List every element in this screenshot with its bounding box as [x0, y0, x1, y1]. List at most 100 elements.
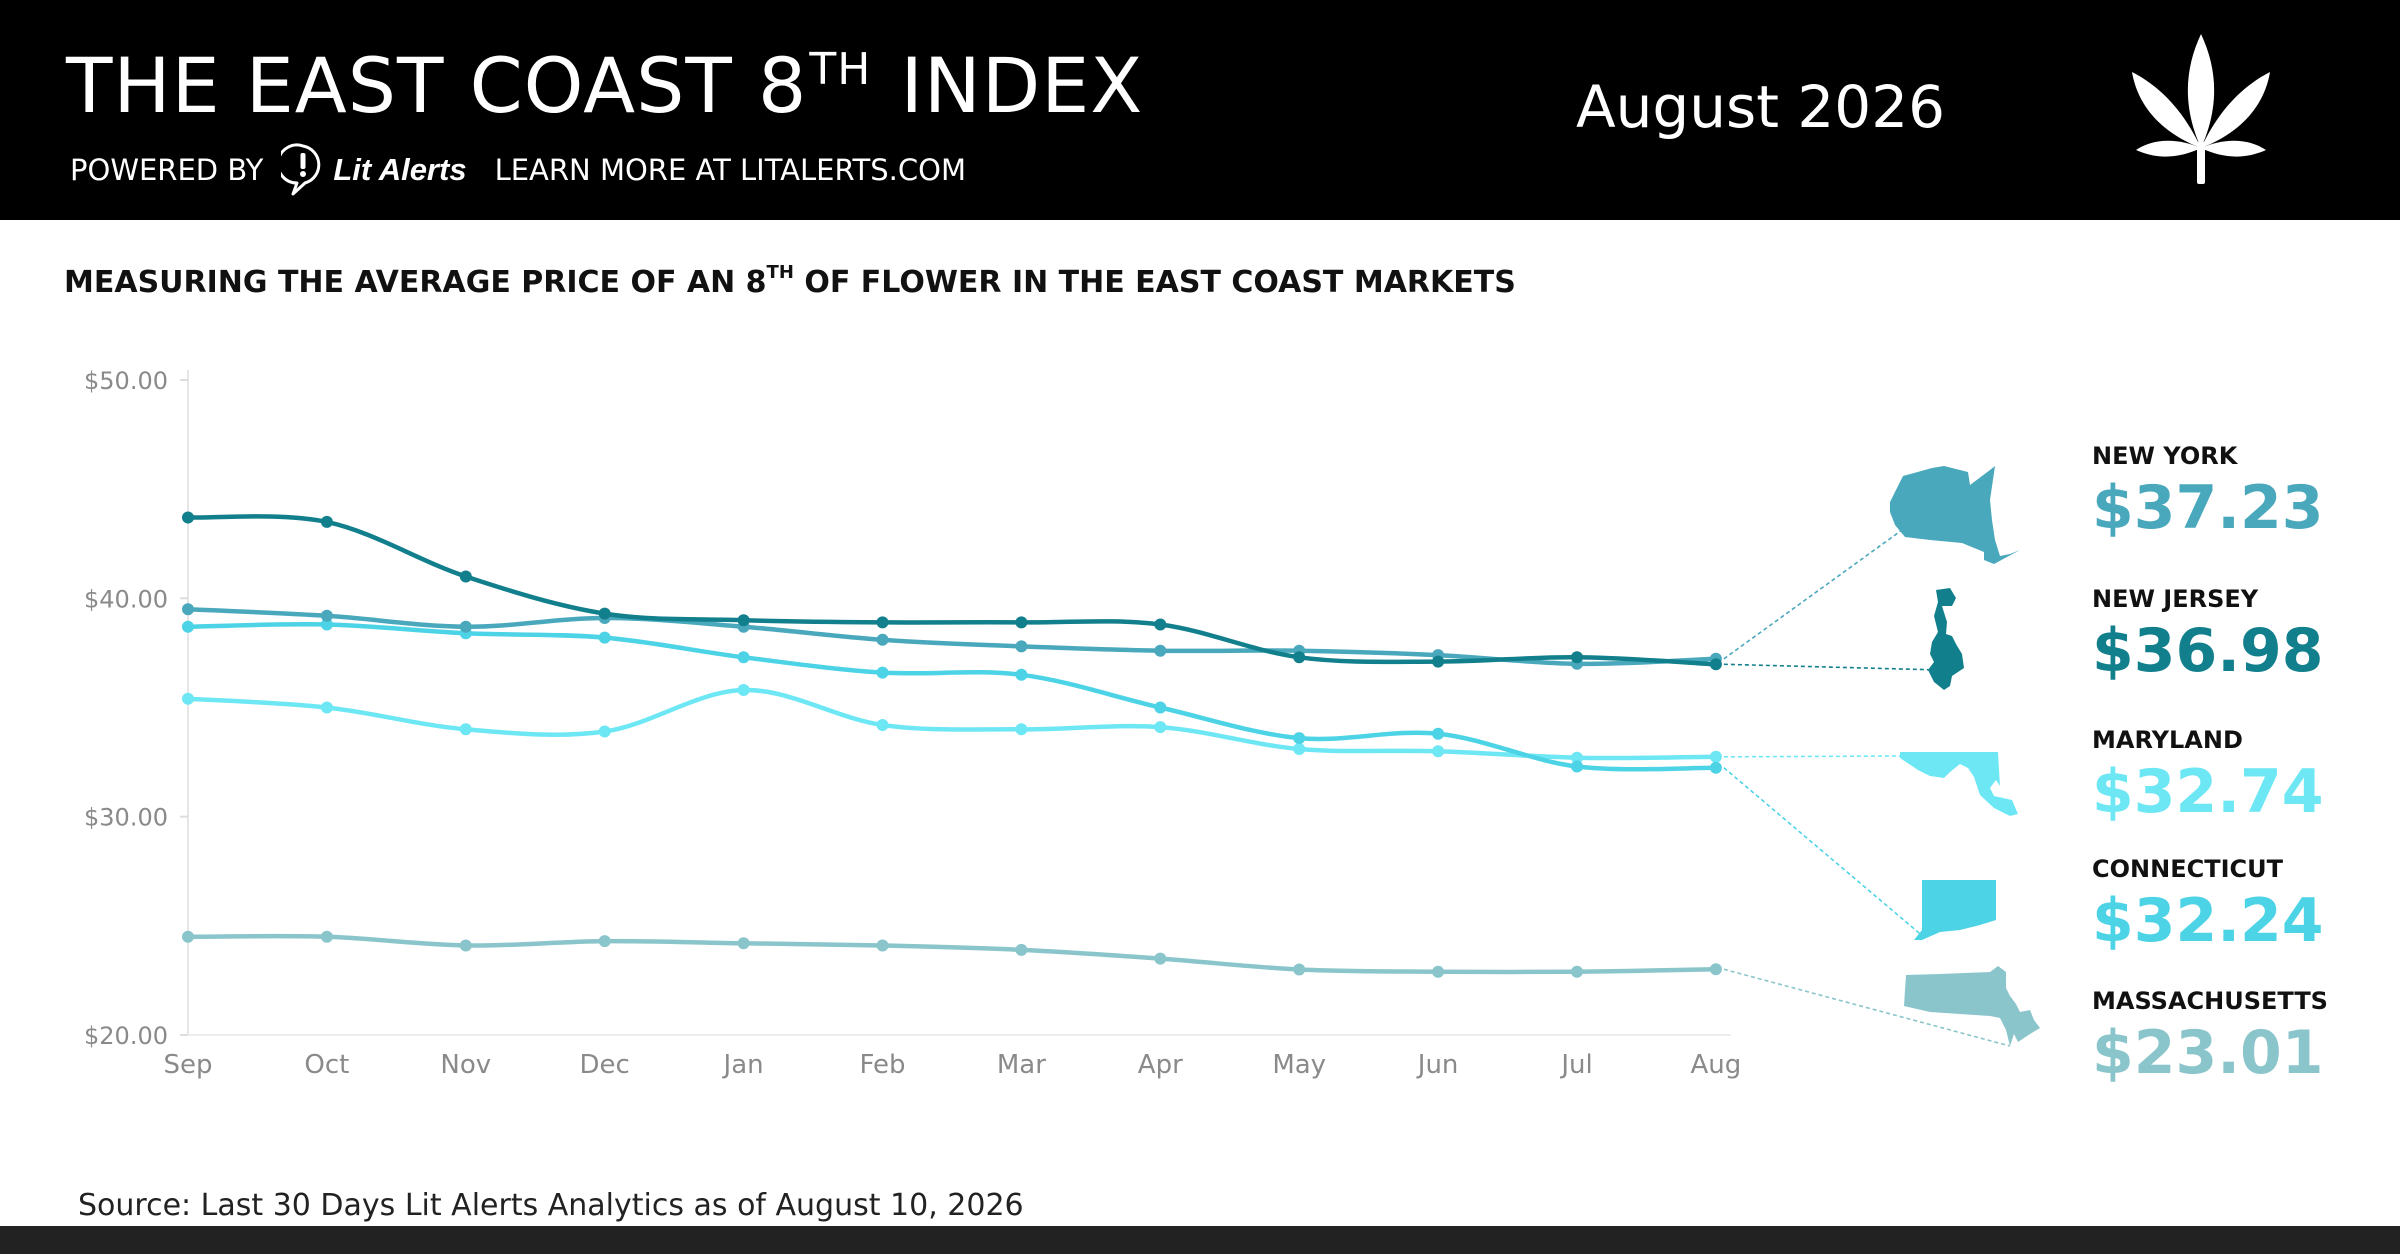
data-point	[1154, 618, 1167, 631]
x-tick-label: Sep	[163, 1050, 212, 1080]
data-point	[182, 511, 194, 524]
legend-name: NEW JERSEY	[2092, 585, 2259, 613]
maryland-state-icon	[1900, 752, 2018, 816]
data-point	[1015, 723, 1028, 736]
legend-name: CONNECTICUT	[2092, 855, 2283, 883]
data-point	[459, 939, 472, 952]
series-connecticut	[182, 618, 1926, 939]
data-point	[1571, 965, 1583, 978]
data-point	[876, 719, 889, 731]
data-point	[876, 633, 889, 646]
page-title: THE EAST COAST 8TH INDEX	[66, 48, 1143, 124]
data-point	[737, 651, 750, 664]
data-point	[1015, 943, 1028, 956]
data-point	[598, 631, 611, 644]
data-point	[320, 701, 333, 714]
data-point	[1571, 651, 1583, 664]
connecticut-state-icon	[1914, 880, 1996, 940]
source-note: Source: Last 30 Days Lit Alerts Analytic…	[78, 1188, 1024, 1223]
connector-line	[1723, 755, 1905, 758]
x-tick-label: May	[1272, 1050, 1326, 1080]
title-end: INDEX	[900, 41, 1144, 130]
data-point	[598, 725, 611, 738]
data-point	[1293, 732, 1306, 745]
data-point	[1154, 701, 1167, 714]
connector-line	[1723, 529, 1903, 660]
x-tick-label: Mar	[997, 1050, 1046, 1080]
legend-name: MARYLAND	[2092, 726, 2243, 754]
footer-bar	[0, 1226, 2400, 1254]
data-point	[182, 603, 194, 616]
series-line	[185, 687, 1719, 761]
series-new-jersey	[182, 511, 1941, 671]
x-tick-label: Apr	[1138, 1050, 1183, 1080]
header-banner: THE EAST COAST 8TH INDEX POWERED BY Lit …	[0, 0, 2400, 220]
title-main: THE EAST COAST 8	[66, 41, 808, 130]
powered-by-row: POWERED BY Lit Alerts LEARN MORE AT LITA…	[70, 143, 966, 196]
data-point	[1709, 658, 1722, 671]
legend-value: $32.24	[2092, 886, 2324, 956]
series-line	[185, 607, 1719, 667]
legend-new-jersey: NEW JERSEY $36.98	[2092, 587, 2324, 681]
data-point	[1154, 644, 1167, 657]
data-point	[182, 620, 194, 633]
series-maryland	[182, 684, 1905, 764]
legend-massachusetts: MASSACHUSETTS $23.01	[2092, 989, 2328, 1083]
series-line	[185, 514, 1719, 667]
lit-alerts-brand: Lit Alerts	[333, 152, 467, 187]
legend-value: $37.23	[2092, 473, 2324, 543]
data-point	[876, 666, 889, 679]
x-tick-label: Nov	[440, 1050, 491, 1080]
data-point	[1432, 727, 1445, 740]
data-point	[1709, 750, 1722, 763]
connector-line	[1723, 663, 1941, 671]
series-massachusetts	[182, 930, 2011, 1047]
data-point	[1571, 760, 1583, 773]
data-point	[459, 570, 472, 583]
data-point	[1293, 963, 1306, 976]
legend-value: $32.74	[2092, 757, 2324, 827]
data-point	[737, 684, 750, 696]
data-point	[1015, 668, 1028, 681]
data-point	[876, 939, 889, 952]
data-point	[876, 616, 889, 629]
data-point	[459, 620, 472, 633]
data-point	[459, 723, 472, 736]
y-tick-label: $30.00	[84, 804, 168, 832]
data-point	[1015, 616, 1028, 629]
data-point	[737, 614, 750, 627]
legend-name: MASSACHUSETTS	[2092, 987, 2328, 1015]
data-point	[320, 515, 333, 528]
series-line	[185, 622, 1719, 772]
y-tick-label: $50.00	[84, 367, 168, 395]
x-tick-label: Jun	[1416, 1050, 1459, 1080]
data-point	[320, 609, 333, 622]
lit-alerts-logo-icon	[281, 143, 325, 197]
legend-maryland: MARYLAND $32.74	[2092, 728, 2324, 822]
data-point	[1015, 640, 1028, 653]
data-point	[598, 935, 611, 948]
data-point	[1293, 651, 1306, 664]
y-tick-label: $40.00	[84, 585, 168, 613]
learn-more-link[interactable]: LEARN MORE AT LITALERTS.COM	[494, 153, 966, 187]
data-point	[598, 607, 611, 620]
data-point	[1709, 761, 1722, 774]
data-point	[1154, 721, 1167, 734]
x-tick-label: Dec	[580, 1050, 630, 1080]
x-tick-label: Jul	[1559, 1050, 1592, 1080]
data-point	[1432, 965, 1445, 978]
new-york-state-icon	[1890, 466, 2020, 564]
chart-subtitle: MEASURING THE AVERAGE PRICE OF AN 8TH OF…	[64, 262, 1516, 300]
massachusetts-state-icon	[1904, 966, 2040, 1046]
legend-value: $23.01	[2092, 1018, 2324, 1088]
legend-name: NEW YORK	[2092, 442, 2238, 470]
title-superscript: TH	[809, 44, 872, 95]
data-point	[737, 937, 750, 950]
legend-connecticut: CONNECTICUT $32.24	[2092, 857, 2324, 951]
data-point	[1571, 751, 1583, 764]
x-tick-label: Jan	[722, 1050, 764, 1080]
legend-value: $36.98	[2092, 616, 2324, 686]
data-point	[1154, 952, 1167, 965]
series-line	[185, 933, 1719, 975]
lit-alerts-logo[interactable]: Lit Alerts	[281, 143, 467, 197]
